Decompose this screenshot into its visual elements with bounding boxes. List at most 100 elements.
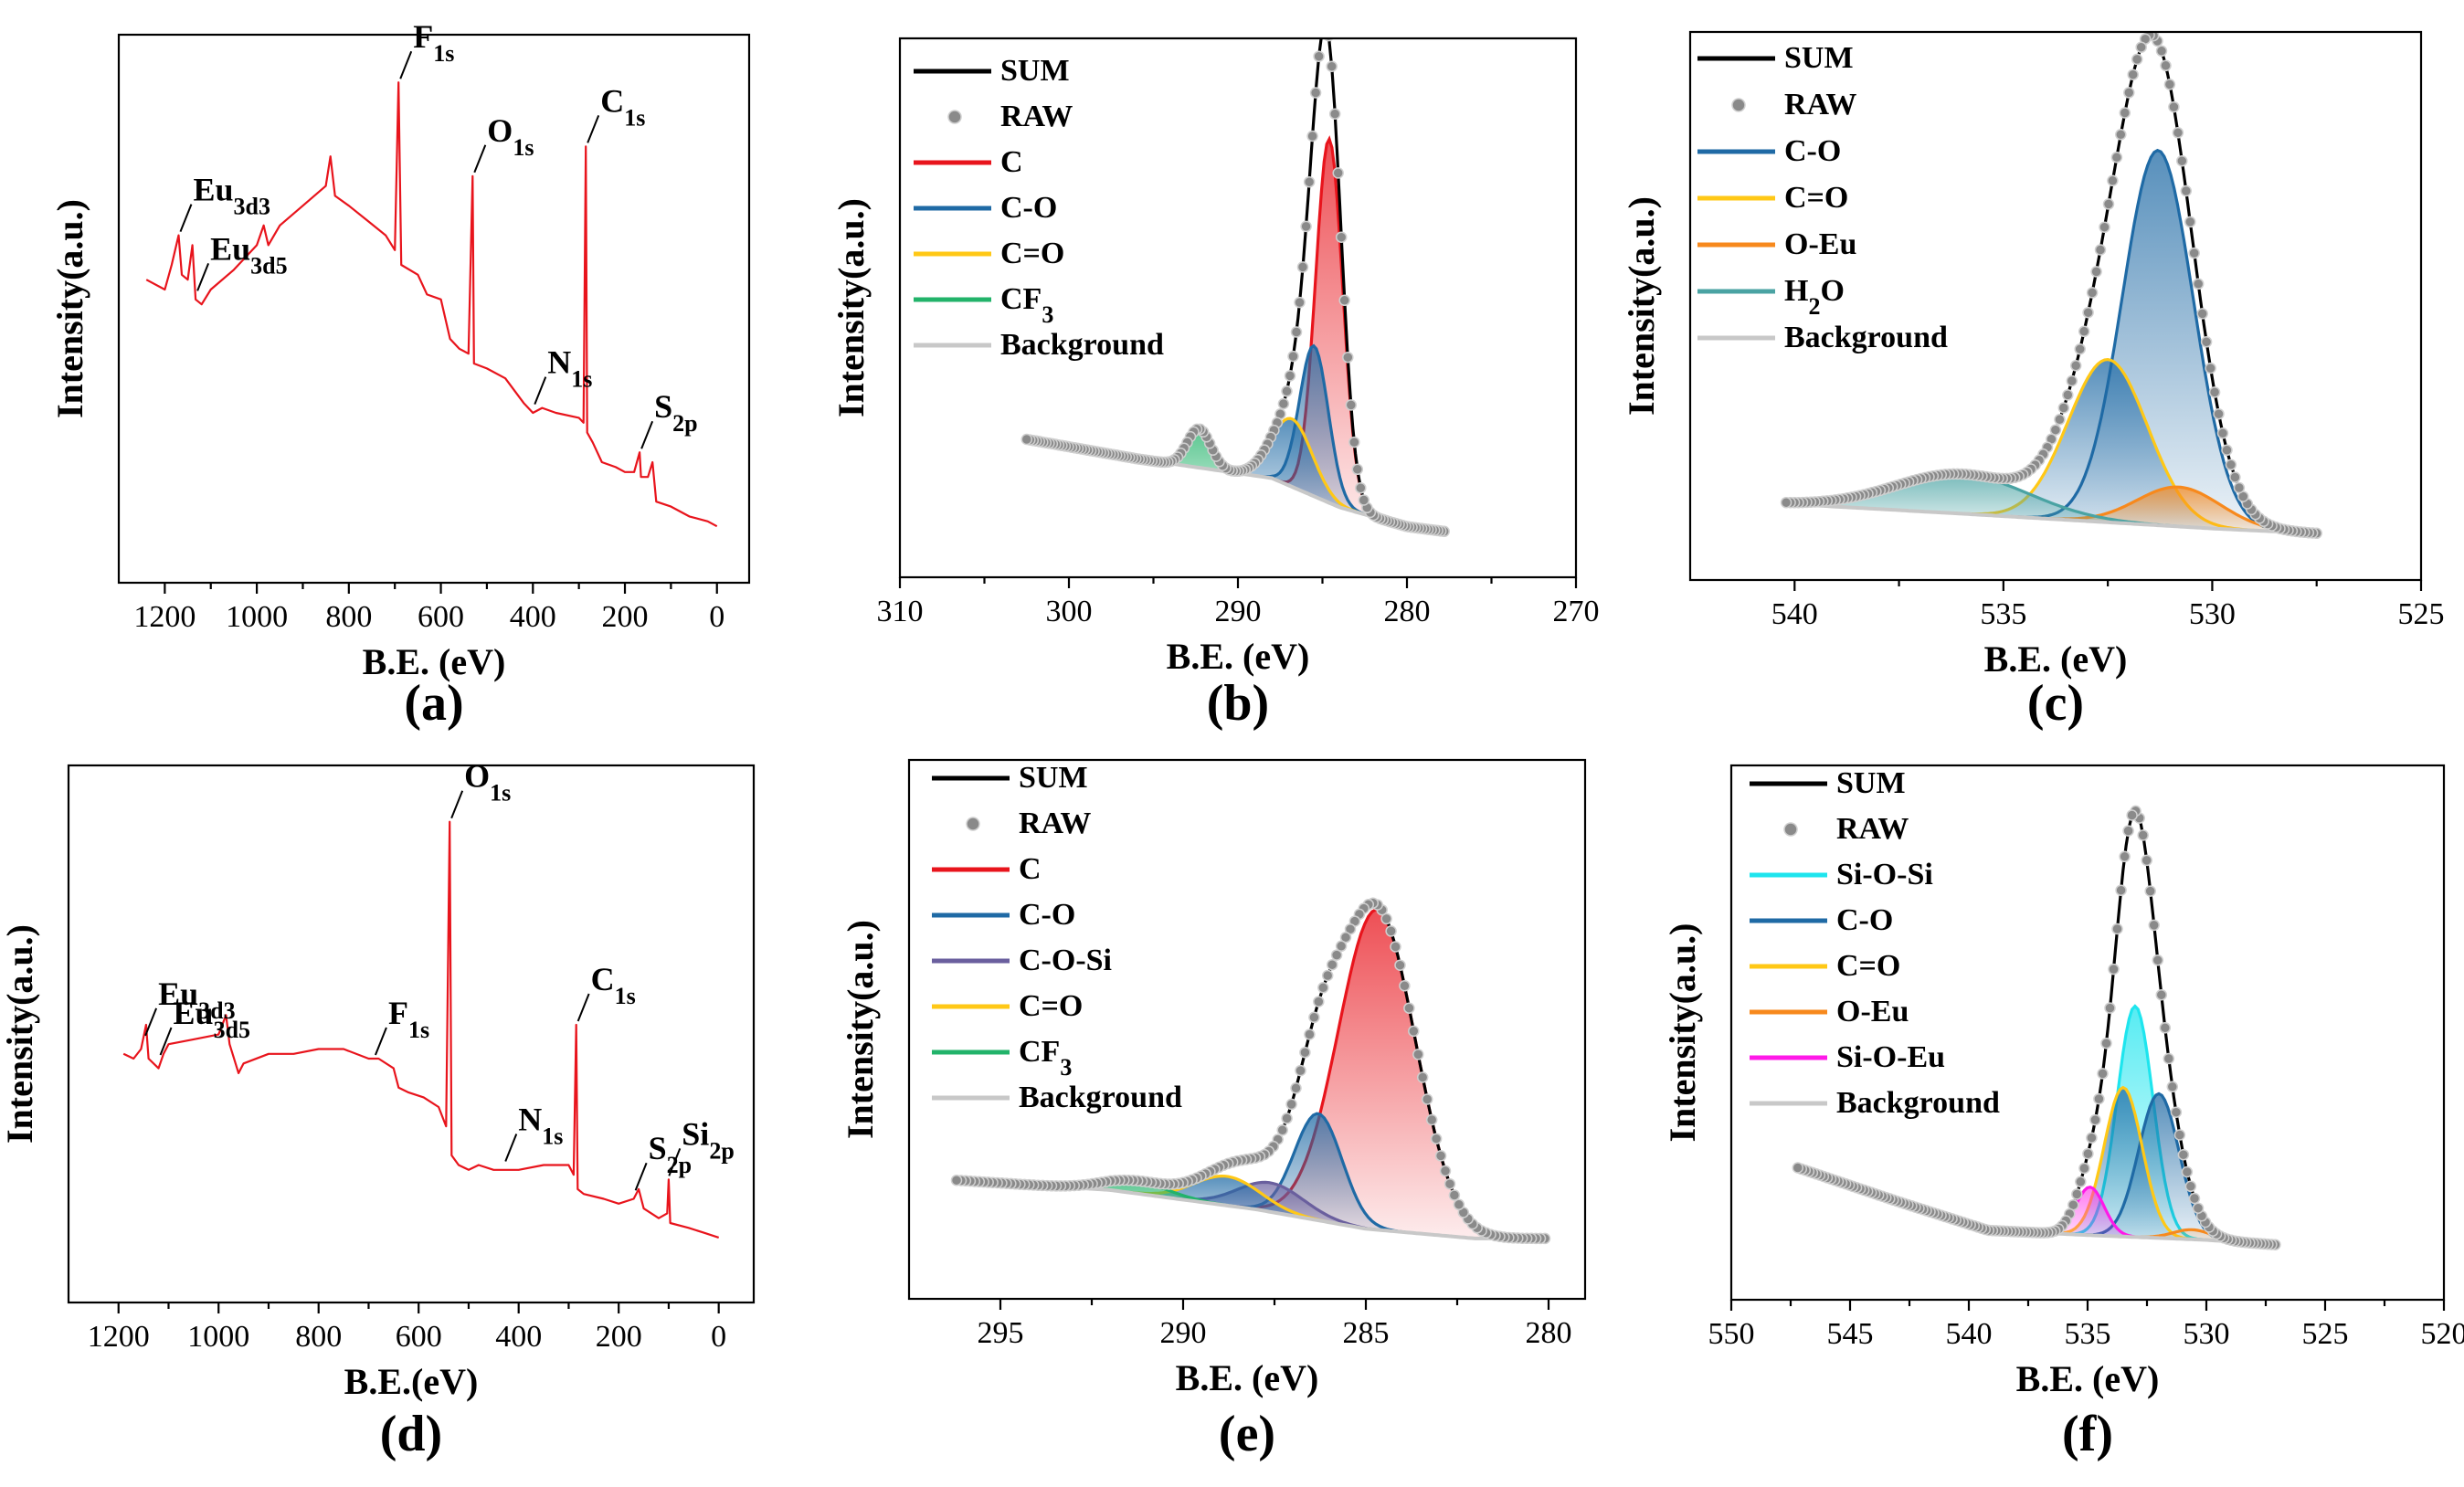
peak-leader bbox=[668, 1147, 682, 1176]
raw-data-point bbox=[1425, 1113, 1438, 1126]
x-tick-label: 280 bbox=[1384, 595, 1431, 628]
legend-label: H2O bbox=[1784, 274, 1845, 320]
x-tick-label: 200 bbox=[596, 1320, 642, 1354]
raw-data-point bbox=[2127, 69, 2139, 80]
x-tick-label: 525 bbox=[2398, 597, 2445, 631]
x-axis-label: B.E. (eV) bbox=[1984, 638, 2128, 680]
raw-data-point bbox=[2086, 287, 2099, 299]
raw-data-point bbox=[2155, 45, 2168, 58]
raw-data-point bbox=[1421, 1093, 1433, 1105]
raw-data-point bbox=[1320, 19, 1330, 29]
panel-letter: (d) bbox=[380, 1406, 442, 1462]
raw-data-point bbox=[1287, 350, 1299, 363]
raw-data-point bbox=[2137, 829, 2149, 841]
raw-data-point bbox=[1290, 326, 1303, 338]
raw-data-point bbox=[2075, 1176, 2087, 1188]
panel-d: 1200 1000 800 600 400 200 0 B.E.(eV) Intensity(a… bbox=[0, 758, 756, 1462]
raw-data-point bbox=[2208, 386, 2221, 398]
legend-label: C-O bbox=[1000, 191, 1057, 225]
raw-data-point bbox=[2205, 362, 2216, 374]
legend-label: C=O bbox=[1784, 181, 1848, 215]
legend-label: C-O bbox=[1019, 898, 1075, 932]
raw-data-point bbox=[2173, 1129, 2186, 1141]
raw-data-point bbox=[2107, 174, 2119, 187]
legend-label: CF3 bbox=[1019, 1035, 1072, 1081]
x-tick-label: 800 bbox=[325, 600, 372, 634]
raw-data-point bbox=[2099, 221, 2110, 233]
raw-data-point bbox=[2115, 129, 2127, 141]
legend-label: Background bbox=[1836, 1086, 2000, 1120]
y-axis-label: Intensity(a.u.) bbox=[830, 198, 872, 417]
x-tick-label: 1000 bbox=[187, 1320, 249, 1354]
raw-data-point bbox=[2111, 923, 2123, 935]
x-tick-label: 600 bbox=[396, 1320, 442, 1354]
raw-data-point bbox=[2071, 1188, 2083, 1200]
component-line-C-O bbox=[1026, 343, 1444, 533]
peak-label: S2p bbox=[654, 388, 698, 437]
raw-data-point bbox=[1335, 231, 1348, 243]
raw-data-point bbox=[2233, 481, 2246, 494]
raw-data-point bbox=[2188, 1192, 2201, 1205]
raw-data-point bbox=[1399, 980, 1411, 992]
raw-data-point bbox=[2066, 374, 2078, 387]
raw-data-point bbox=[1453, 1198, 1465, 1211]
legend-label: C-O bbox=[1784, 134, 1841, 168]
peak-label: O1s bbox=[464, 758, 511, 807]
legend-label: O-Eu bbox=[1784, 227, 1856, 261]
peak-label: C1s bbox=[600, 82, 645, 130]
axes-frame bbox=[1688, 30, 2423, 582]
raw-data-point bbox=[2170, 1106, 2183, 1118]
axes-frame bbox=[117, 33, 751, 585]
peak-leader bbox=[534, 376, 547, 405]
legend-marker-raw bbox=[966, 817, 980, 831]
peak-label: Eu3d3 bbox=[193, 172, 270, 220]
raw-data-point bbox=[950, 1174, 963, 1186]
x-tick-label: 200 bbox=[602, 600, 649, 634]
plot-area bbox=[1020, 19, 1450, 538]
raw-data-point bbox=[2135, 41, 2147, 53]
peak-leader bbox=[450, 790, 464, 819]
raw-data-point bbox=[2082, 306, 2094, 319]
peak-leader bbox=[144, 1007, 158, 1037]
panel-c: 540 535 530 525 B.E. (eV) Intensity(a.u.) (c) S… bbox=[1621, 30, 2445, 732]
raw-data-point bbox=[2104, 1002, 2116, 1014]
x-tick-label: 530 bbox=[2184, 1317, 2230, 1351]
x-axis-label: B.E. (eV) bbox=[1176, 1357, 1319, 1398]
raw-data-point bbox=[2122, 825, 2134, 837]
peak-leader bbox=[576, 993, 590, 1022]
raw-data-point bbox=[2108, 963, 2120, 976]
panel-letter: (b) bbox=[1207, 675, 1269, 732]
legend-marker-raw bbox=[1731, 98, 1746, 112]
x-tick-label: 545 bbox=[1827, 1317, 1874, 1351]
plot-area bbox=[950, 897, 1551, 1245]
legend-label: CF3 bbox=[1000, 282, 1053, 328]
y-axis-label: Intensity(a.u.) bbox=[840, 920, 881, 1139]
panel-letter: (f) bbox=[2062, 1406, 2113, 1462]
raw-data-point bbox=[2192, 1202, 2205, 1214]
raw-data-point bbox=[2181, 1165, 2194, 1178]
peak-label: Eu3d3 bbox=[158, 976, 236, 1024]
raw-data-point bbox=[1348, 436, 1360, 448]
legend-label: Background bbox=[1000, 328, 1164, 362]
raw-data-point bbox=[1390, 941, 1401, 953]
legend-label: C-O-Si bbox=[1019, 944, 1112, 977]
raw-data-point bbox=[2119, 850, 2131, 863]
legend-marker-raw bbox=[1783, 822, 1798, 837]
raw-data-point bbox=[2131, 53, 2143, 66]
raw-data-point bbox=[2200, 336, 2213, 348]
raw-data-point bbox=[2176, 154, 2188, 167]
background-line bbox=[1785, 501, 2317, 535]
x-tick-label: 0 bbox=[709, 600, 724, 634]
panel-e: 295 290 285 280 B.E. (eV) Intensity(a.u.) (e) S… bbox=[840, 758, 1587, 1462]
raw-data-point bbox=[2192, 278, 2205, 290]
raw-data-point bbox=[2049, 424, 2062, 436]
raw-data-point bbox=[1303, 175, 1316, 188]
axes-frame bbox=[907, 758, 1587, 1301]
peak-leader bbox=[375, 1027, 387, 1056]
raw-data-point bbox=[1416, 1071, 1429, 1083]
x-tick-label: 280 bbox=[1526, 1316, 1572, 1350]
y-axis-label: Intensity(a.u.) bbox=[0, 924, 40, 1144]
